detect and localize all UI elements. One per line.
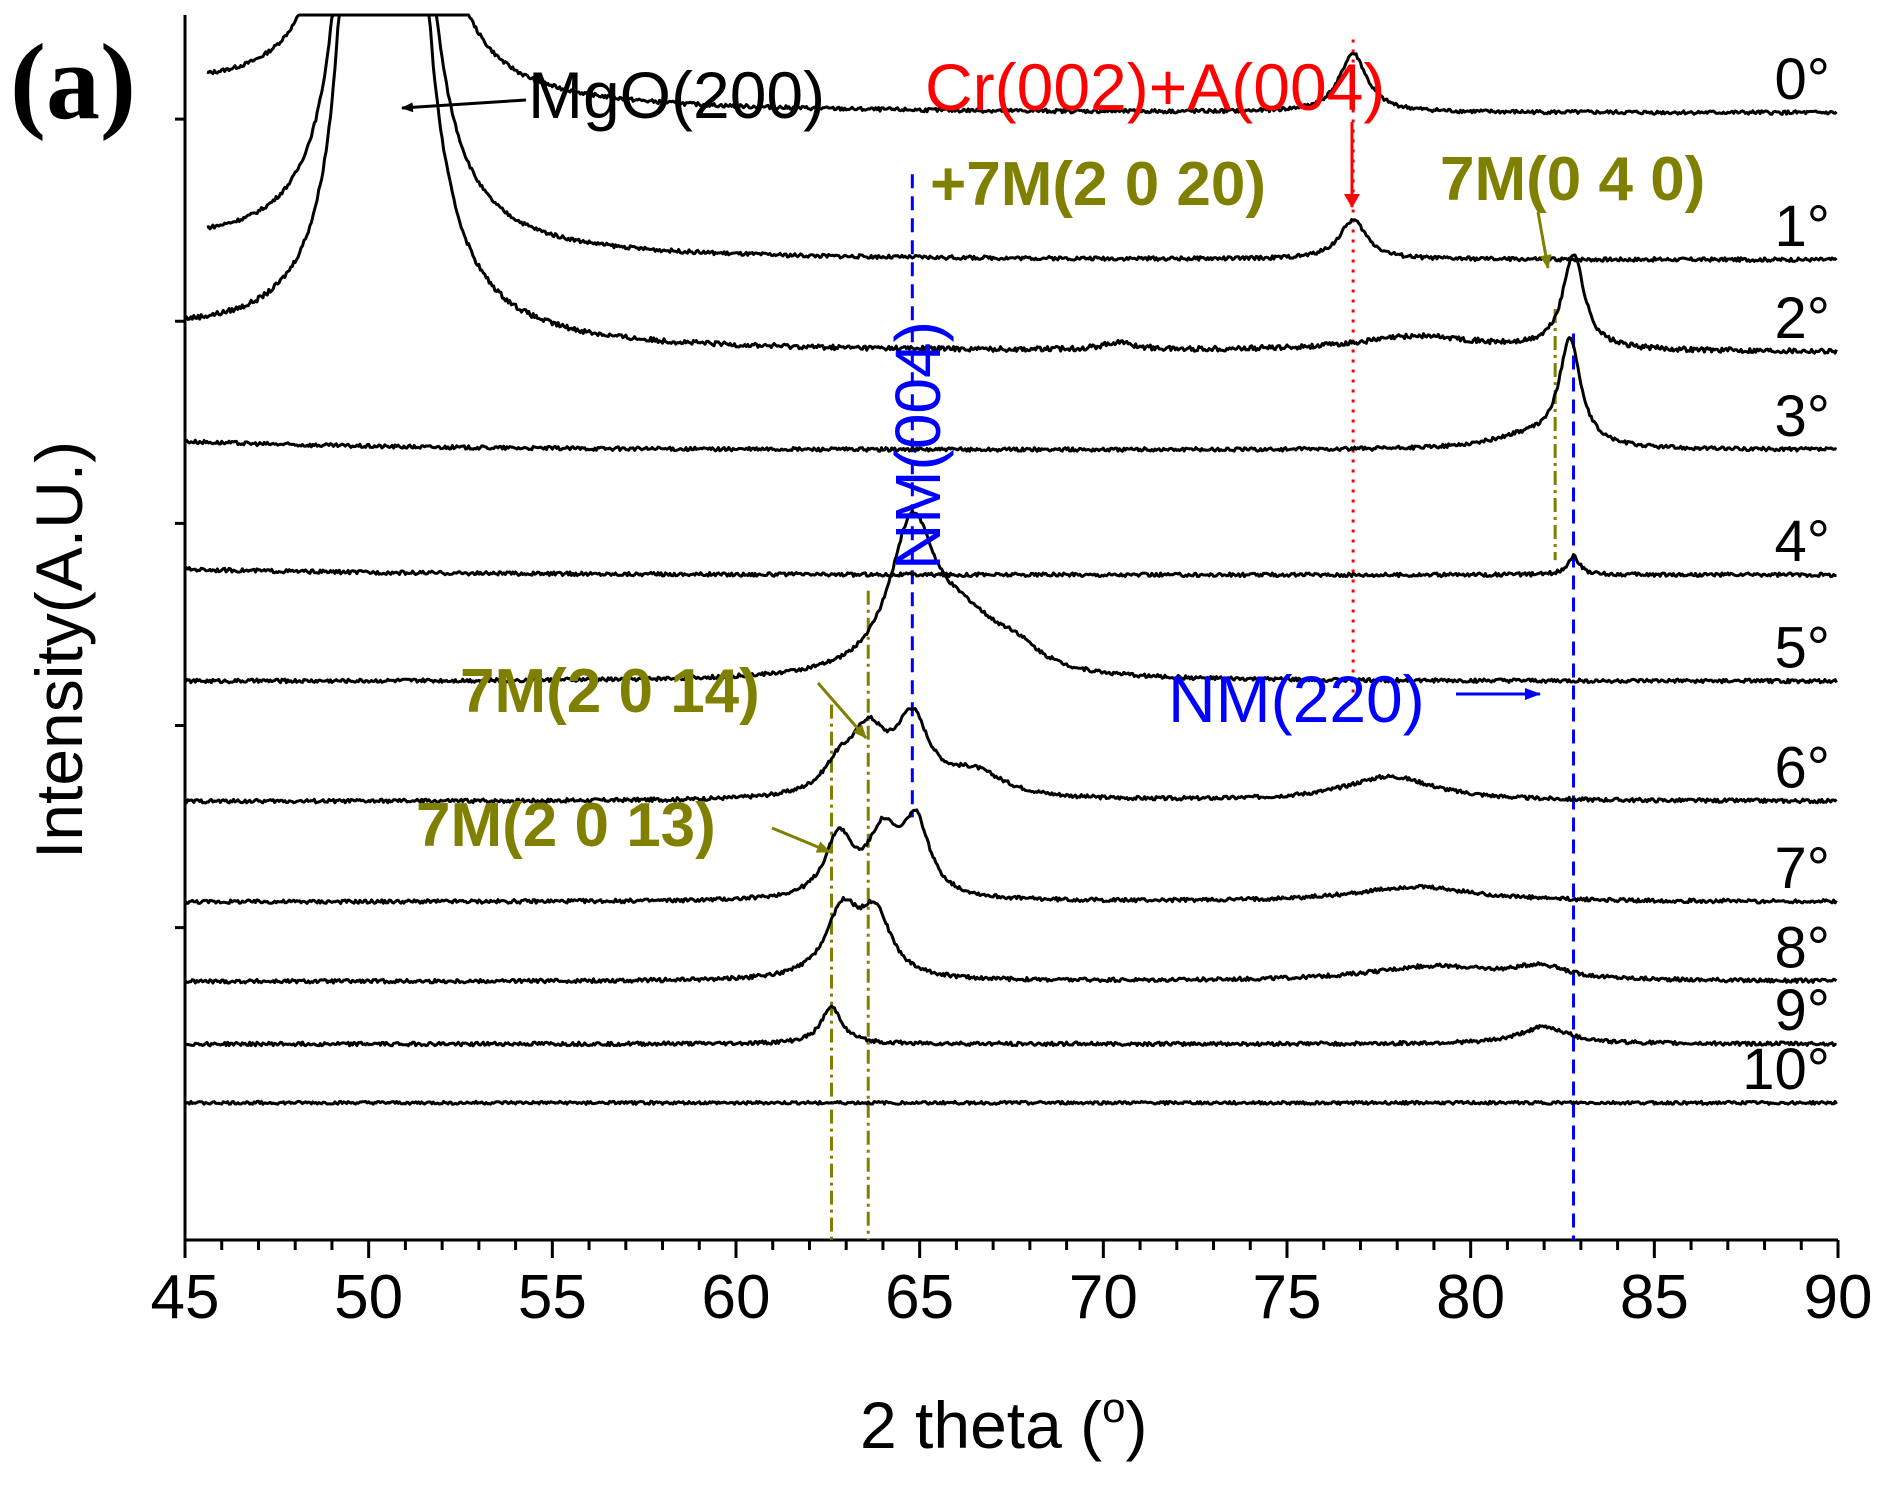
series-label: 8° [1775,916,1830,981]
series-label: 1° [1775,194,1830,259]
arrow-7m-0-4-0 [1536,211,1552,269]
x-tick-label: 55 [518,1263,587,1332]
x-axis-tick-labels: 45 50 55 60 65 70 75 80 85 90 [151,1263,1873,1332]
spectrum-8 [183,896,1838,985]
spectrum-5 [183,509,1838,685]
arrow-7m-2-0-13 [771,826,831,854]
annotation-mgo200: MgO(200) [528,58,825,132]
x-axis-title-degree: o [1102,1384,1125,1431]
spectrum-9 [184,1004,1837,1048]
x-tick-label: 80 [1436,1263,1505,1332]
x-tick-label: 60 [702,1263,771,1332]
x-tick-label: 85 [1620,1263,1689,1332]
x-tick-label: 45 [151,1263,220,1332]
spectrum-4 [183,553,1837,579]
annotation-7m-2-0-20: +7M(2 0 20) [930,150,1266,219]
y-axis-ticks [175,117,185,930]
annotations: MgO(200) Cr(002)+A(004) +7M(2 0 20) 7M(0… [401,50,1705,860]
series-label: 5° [1775,615,1830,680]
arrow-mgo200 [401,98,527,113]
series-label: 2° [1775,286,1830,351]
series-label: 4° [1775,509,1830,574]
spectrum-1 [206,13,1838,263]
annotation-7m-0-4-0: 7M(0 4 0) [1440,145,1705,214]
spectrum-6 [183,707,1838,805]
svg-text:2 theta (o): 2 theta (o) [860,1384,1148,1462]
x-axis-title: 2 theta (o) [860,1384,1148,1462]
annotation-nm220: NM(220) [1168,662,1425,736]
annotation-cr002-a004: Cr(002)+A(004) [925,50,1385,124]
x-axis-title-main: 2 theta ( [860,1388,1102,1462]
arrow-7m-2-0-14 [816,682,868,739]
panel-label: (a) [10,23,136,142]
spectrum-0 [206,13,1838,116]
y-axis-title: Intensity(A.U.) [22,441,96,859]
series-label: 10° [1742,1037,1830,1102]
x-tick-label: 70 [1069,1263,1138,1332]
x-tick-label: 90 [1804,1263,1873,1332]
spectrum-7 [183,808,1838,905]
series-label: 3° [1775,384,1830,449]
series-group [183,13,1838,1106]
series-label: 0° [1775,47,1830,112]
annotation-7m-2-0-14: 7M(2 0 14) [460,657,760,726]
reference-lines [830,39,1576,1240]
series-label: 6° [1775,735,1830,800]
spectrum-2 [183,13,1838,355]
x-axis-ticks [183,1240,1840,1258]
x-tick-label: 50 [334,1263,403,1332]
series-labels: 0° 1° 2° 3° 4° 5° 6° 7° 8°9°10° [1742,47,1830,1102]
spectrum-10 [185,1099,1838,1106]
x-axis-title-close: ) [1126,1388,1148,1462]
annotation-nm004: NM(004) [882,321,954,570]
series-label: 9° [1775,978,1830,1043]
x-tick-label: 65 [885,1263,954,1332]
series-label: 7° [1775,836,1830,901]
annotation-7m-2-0-13: 7M(2 0 13) [416,791,716,860]
x-tick-label: 75 [1253,1263,1322,1332]
spectrum-3 [183,336,1838,453]
